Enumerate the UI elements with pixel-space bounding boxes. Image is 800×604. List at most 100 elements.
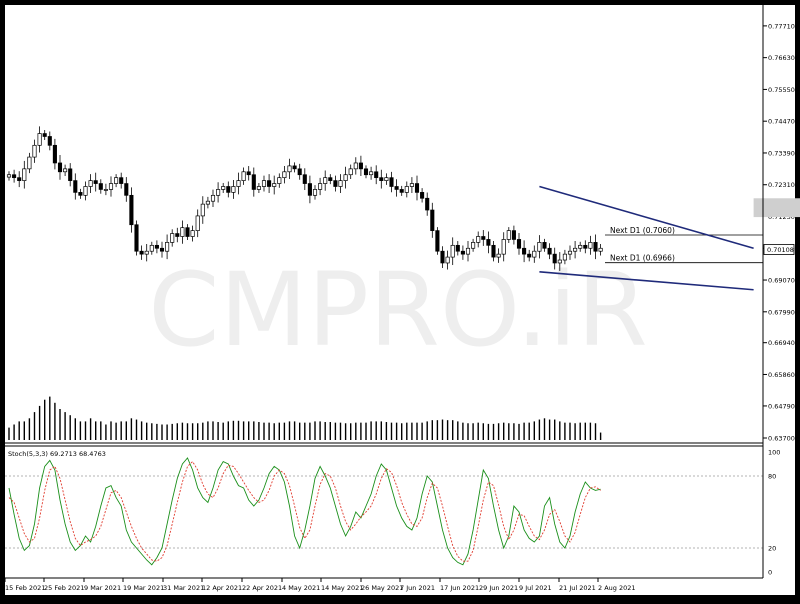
candle-body — [22, 168, 27, 181]
candle-body — [216, 189, 221, 196]
candle-body — [246, 171, 251, 176]
current-price-label: 0.70108 — [767, 246, 794, 254]
candle-body — [32, 144, 37, 158]
time-tick-label: 26 May 2021 — [361, 584, 403, 592]
candle-body — [78, 192, 83, 196]
candle-body — [195, 215, 200, 231]
time-tick-label: 14 May 2021 — [321, 584, 363, 592]
candle-body — [537, 242, 542, 252]
candle-body — [57, 162, 63, 173]
time-tick-label: 19 Mar 2021 — [123, 584, 164, 592]
candle-body — [567, 250, 573, 255]
candle-body — [593, 242, 598, 252]
candle-body — [486, 239, 491, 246]
candle-body — [389, 177, 394, 187]
candle-body — [149, 244, 154, 252]
candle-body — [353, 162, 358, 170]
candle-body — [471, 242, 476, 249]
time-tick-label: 9 Mar 2021 — [84, 584, 121, 592]
candle-body — [394, 186, 399, 190]
candle-body — [267, 180, 272, 187]
candle-body — [134, 224, 139, 252]
candle-body — [343, 174, 348, 181]
time-tick-label: 25 Feb 2021 — [44, 584, 84, 592]
stochastic-panel[interactable]: Stoch(5,3,3) 69.2713 68.4763 100 80 20 0 — [5, 449, 780, 577]
watermark: CMPRO.iR — [148, 251, 647, 370]
candle-body — [73, 180, 78, 193]
candle-body — [272, 183, 277, 187]
stoch-scale-label: 100 — [768, 449, 780, 457]
candle-body — [226, 186, 231, 193]
candle-body — [363, 168, 369, 176]
time-tick-label: 15 Feb 2021 — [5, 584, 45, 592]
candle-body — [17, 177, 22, 181]
candle-body — [516, 239, 522, 249]
candle-body — [170, 233, 175, 243]
level-label: Next D1 (0.7060) — [610, 226, 675, 235]
candle-body — [333, 180, 338, 187]
candle-body — [144, 250, 149, 255]
time-tick-label: 22 Apr 2021 — [242, 584, 282, 592]
candle-body — [241, 171, 246, 181]
candle-body — [481, 236, 486, 240]
price-tick-label: 0.66940 — [768, 339, 795, 347]
stochastic-title: Stoch(5,3,3) 69.2713 68.4763 — [8, 450, 106, 458]
price-tick-label: 0.69070 — [768, 277, 795, 285]
candle-body — [420, 192, 425, 199]
candle-body — [221, 186, 226, 190]
candle-body — [200, 203, 205, 217]
candle-body — [108, 183, 114, 190]
time-tick-label: 2 Aug 2021 — [598, 584, 636, 592]
candle-body — [139, 250, 144, 255]
time-tick-label: 12 Apr 2021 — [202, 584, 242, 592]
time-tick-label: 17 Jun 2021 — [440, 584, 479, 592]
candle-body — [404, 186, 409, 193]
candle-body — [338, 180, 343, 187]
time-tick-label: 31 Mar 2021 — [163, 584, 204, 592]
time-tick-label: 7 Jun 2021 — [400, 584, 435, 592]
candle-body — [501, 239, 506, 255]
candle-body — [358, 162, 363, 170]
candle-body — [129, 194, 134, 226]
candle-body — [124, 183, 129, 196]
candle-body — [236, 180, 241, 187]
candle-body — [511, 230, 516, 240]
stoch-signal-line — [8, 460, 601, 562]
candle-body — [312, 189, 318, 196]
candle-body — [414, 183, 420, 193]
candle-body — [119, 177, 124, 184]
candle-body — [27, 156, 32, 170]
candle-body — [562, 253, 567, 261]
candle-body — [68, 168, 73, 181]
price-tick-label: 0.67990 — [768, 308, 795, 316]
candle-body — [287, 165, 292, 173]
price-tick-label: 0.75550 — [768, 86, 795, 94]
price-tick-label: 0.72310 — [768, 181, 795, 189]
candle-body — [292, 165, 297, 170]
candle-body — [88, 180, 93, 187]
candle-body — [374, 171, 379, 179]
price-tick-label: 0.65860 — [768, 371, 795, 379]
price-panel[interactable]: 0.77710 0.76630 0.75550 0.74470 0.73390 0.723… — [6, 22, 800, 443]
candle-body — [103, 189, 108, 191]
candle-body — [159, 247, 165, 252]
time-tick-label: 21 Jul 2021 — [559, 584, 596, 592]
candle-body — [185, 227, 190, 237]
candle-body — [302, 174, 307, 184]
candle-body — [282, 171, 287, 179]
candle-body — [190, 230, 195, 237]
candle-body — [440, 250, 445, 264]
candle-body — [399, 189, 404, 193]
candle-body — [430, 209, 435, 231]
time-tick-label: 4 May 2021 — [282, 584, 320, 592]
candle-body — [588, 242, 593, 249]
time-tick-label: 9 Jul 2021 — [519, 584, 552, 592]
candle-body — [231, 186, 236, 193]
candle-body — [318, 183, 323, 190]
candle-body — [445, 256, 450, 264]
candle-body — [323, 177, 328, 184]
candle-body — [93, 180, 98, 184]
target-zone-box — [753, 198, 800, 218]
candle-body — [52, 144, 57, 164]
